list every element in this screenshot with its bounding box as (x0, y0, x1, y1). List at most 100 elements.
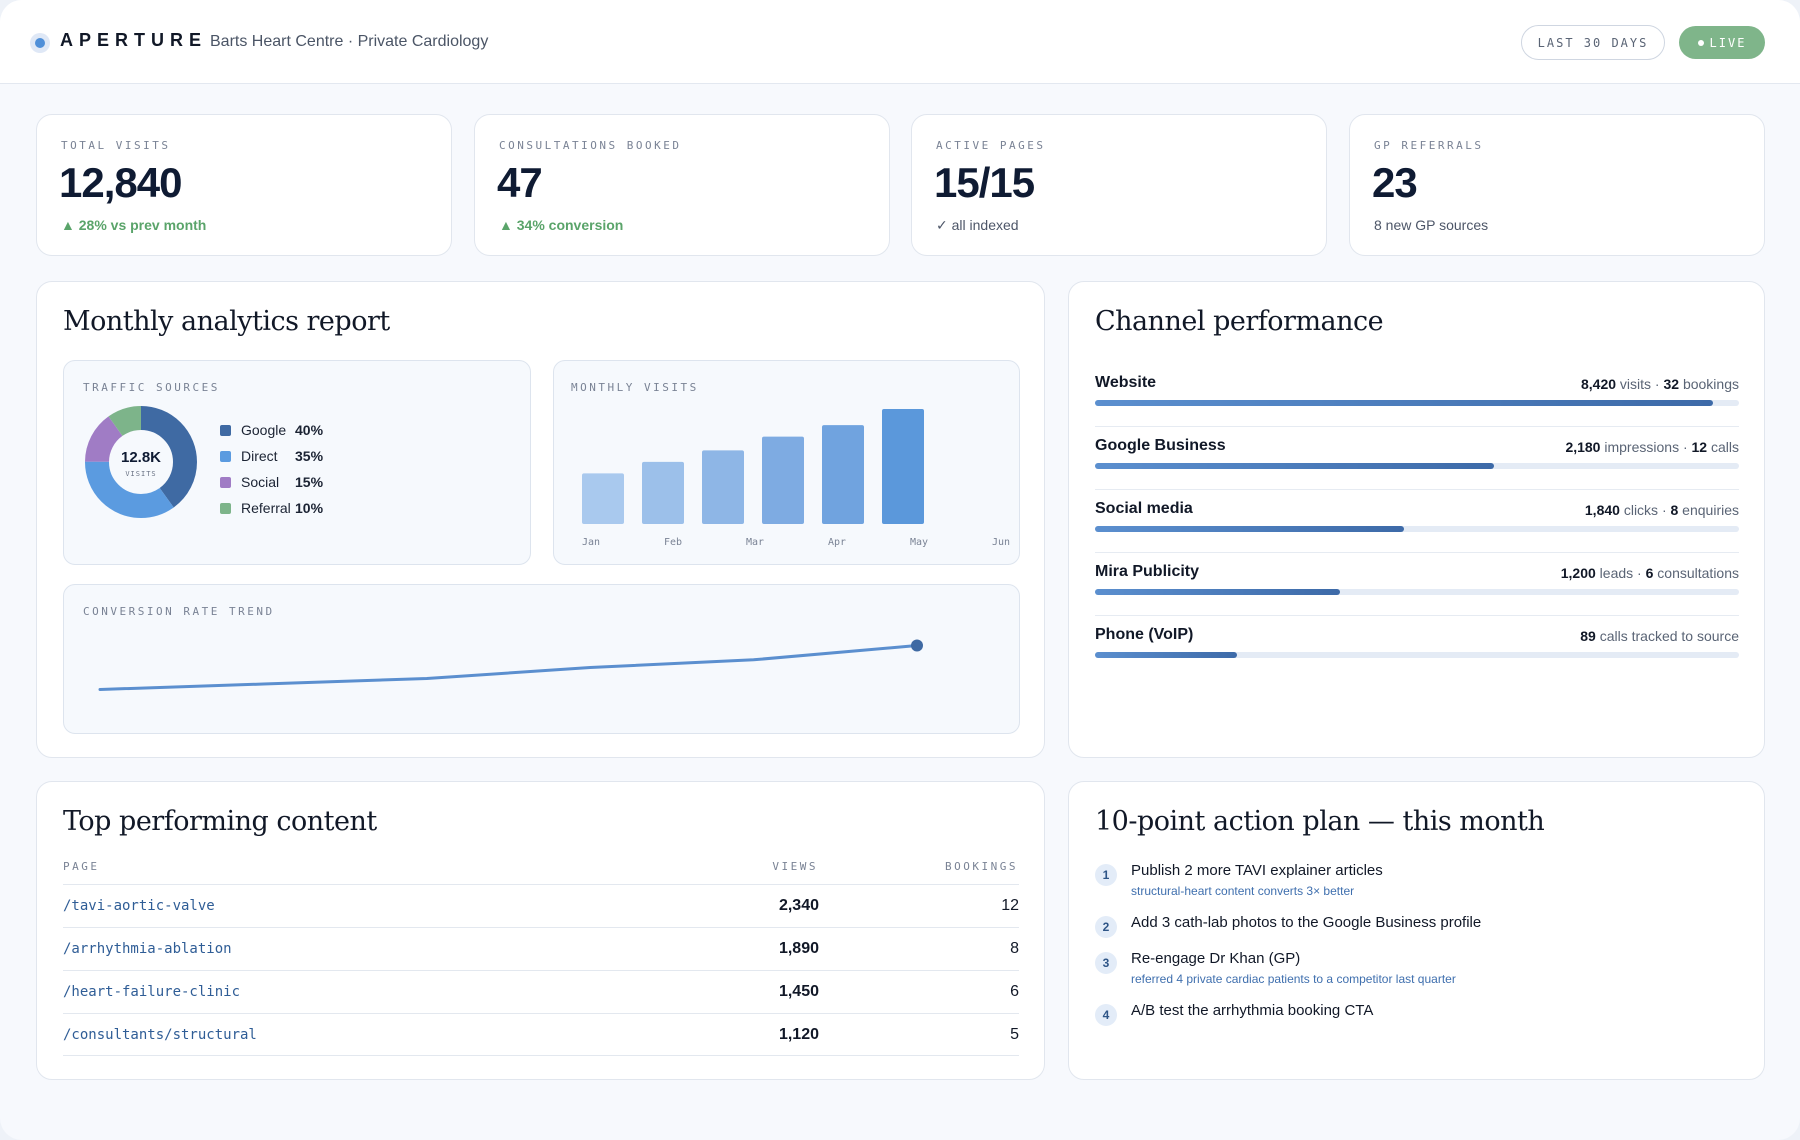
legend-value: 10% (295, 500, 324, 516)
donut-slice-direct (85, 406, 197, 518)
channel-bar-fill (1095, 652, 1237, 658)
legend-item: Referral 10% (220, 495, 323, 521)
plan-note: structural-heart content converts 3× bet… (1131, 884, 1355, 898)
donut-center-label: VISITS (125, 470, 156, 478)
channel-name: Social media (1095, 500, 1193, 517)
bar-may[interactable] (822, 425, 864, 524)
trend-endpoint-marker[interactable] (911, 639, 923, 652)
views-value: 2,340 (778, 897, 819, 914)
bookings-value: 5 (1010, 1026, 1019, 1043)
conversion-line-chart (98, 639, 923, 691)
table-row[interactable]: /tavi-aortic-valve 2,340 12 (63, 884, 1019, 927)
kpi-value: 47 (497, 159, 543, 206)
x-tick-label: Feb (664, 537, 682, 548)
channel-name: Google Business (1095, 437, 1226, 454)
legend-name: Google (241, 422, 287, 438)
live-dot-icon (1697, 39, 1704, 46)
plan-text: Add 3 cath-lab photos to the Google Busi… (1131, 914, 1482, 931)
action-plan-card: 10-point action plan — this month 1 Publ… (1068, 781, 1765, 1080)
table-row[interactable]: /consultants/structural 1,120 5 (63, 1013, 1019, 1056)
channel-row-phone-voip[interactable]: Phone (VoIP) 89 calls tracked to source (1095, 626, 1739, 688)
channel-bar-track (1095, 589, 1739, 595)
legend-name: Direct (241, 448, 278, 464)
plan-number-badge: 2 (1095, 916, 1117, 938)
legend-name: Referral (241, 500, 291, 516)
kpi-label: CONSULTATIONS BOOKED (499, 139, 682, 152)
kpi-label: GP REFERRALS (1374, 139, 1484, 152)
divider (1095, 489, 1739, 490)
page-path-link[interactable]: /tavi-aortic-valve (63, 898, 215, 914)
legend-name: Social (241, 474, 280, 490)
channel-name: Mira Publicity (1095, 563, 1200, 580)
views-value: 1,890 (778, 940, 819, 957)
channel-stats: 89 calls tracked to source (1580, 628, 1739, 644)
column-header-page: PAGE (63, 860, 100, 873)
kpi-label: TOTAL VISITS (61, 139, 171, 152)
live-label: LIVE (1709, 35, 1747, 50)
legend-swatch (220, 424, 231, 436)
bar-jun[interactable] (882, 409, 924, 524)
page-path-link[interactable]: /heart-failure-clinic (63, 984, 241, 1000)
kpi-note: ✓ all indexed (936, 217, 1019, 233)
divider (1095, 615, 1739, 616)
plan-text: Re-engage Dr Khan (GP) (1131, 950, 1301, 967)
traffic-legend: Google 40% Direct 35% Social 15% Referra… (220, 417, 323, 521)
channel-stats: 1,200 leads · 6 consultations (1560, 565, 1739, 581)
views-value: 1,120 (778, 1026, 819, 1043)
legend-item: Google 40% (220, 417, 323, 443)
aperture-logo-icon (30, 33, 50, 53)
channel-bar-fill (1095, 400, 1714, 406)
bar-apr[interactable] (762, 436, 804, 524)
legend-value: 40% (295, 422, 324, 438)
bookings-value: 12 (1001, 897, 1019, 914)
legend-swatch (220, 450, 231, 462)
kpi-value: 23 (1372, 159, 1418, 206)
conversion-trend-panel: CONVERSION RATE TREND (63, 584, 1020, 734)
channel-bar-track (1095, 652, 1739, 658)
kpi-card-gp-referrals: GP REFERRALS 23 8 new GP sources (1349, 114, 1765, 256)
bookings-value: 6 (1010, 983, 1019, 1000)
donut-slice-referral (85, 406, 197, 518)
legend-item: Direct 35% (220, 443, 323, 469)
table-row[interactable]: /arrhythmia-ablation 1,890 8 (63, 927, 1019, 970)
bar-mar[interactable] (702, 450, 744, 524)
page-path-link[interactable]: /consultants/structural (63, 1027, 257, 1043)
plan-number-badge: 4 (1095, 1004, 1117, 1026)
analytics-title: Monthly analytics report (63, 306, 390, 337)
channel-row-google-business[interactable]: Google Business 2,180 impressions · 12 c… (1095, 437, 1739, 499)
plan-text: A/B test the arrhythmia booking CTA (1131, 1002, 1374, 1019)
top-content-title: Top performing content (63, 806, 377, 837)
table-row[interactable]: /heart-failure-clinic 1,450 6 (63, 970, 1019, 1013)
channel-row-mira-publicity[interactable]: Mira Publicity 1,200 leads · 6 consultat… (1095, 563, 1739, 625)
channel-stats: 2,180 impressions · 12 calls (1565, 439, 1739, 455)
monthly-visits-label: MONTHLY VISITS (571, 381, 699, 394)
live-status-button[interactable]: LIVE (1679, 26, 1765, 59)
plan-note: referred 4 private cardiac patients to a… (1131, 972, 1456, 986)
channel-row-website[interactable]: Website 8,420 visits · 32 bookings (1095, 374, 1739, 436)
kpi-delta: ▲ 34% conversion (499, 217, 624, 233)
date-range-button[interactable]: LAST 30 DAYS (1521, 25, 1665, 60)
legend-swatch (220, 476, 231, 488)
kpi-delta: ▲ 28% vs prev month (61, 217, 207, 233)
channel-name: Phone (VoIP) (1095, 626, 1194, 643)
channel-bar-fill (1095, 589, 1340, 595)
column-header-bookings: BOOKINGS (945, 860, 1018, 873)
channel-stats: 1,840 clicks · 8 enquiries (1584, 502, 1739, 518)
kpi-card-total-visits: TOTAL VISITS 12,840 ▲ 28% vs prev month (36, 114, 452, 256)
plan-text: Publish 2 more TAVI explainer articles (1131, 862, 1383, 879)
monthly-visits-bar-chart: Jan Feb Mar Apr May Jun (582, 409, 1010, 548)
page-path-link[interactable]: /arrhythmia-ablation (63, 941, 232, 957)
channel-bar-track (1095, 400, 1739, 406)
channel-row-social-media[interactable]: Social media 1,840 clicks · 8 enquiries (1095, 500, 1739, 562)
channel-stats: 8,420 visits · 32 bookings (1580, 376, 1739, 392)
legend-swatch (220, 502, 231, 514)
donut-center-value: 12.8K (121, 449, 161, 466)
analytics-card: Monthly analytics report TRAFFIC SOURCES… (36, 281, 1045, 758)
x-tick-label: May (910, 537, 928, 548)
traffic-sources-label: TRAFFIC SOURCES (83, 381, 220, 394)
bar-jan[interactable] (582, 473, 624, 524)
action-plan-title: 10-point action plan — this month (1095, 806, 1545, 837)
kpi-card-active-pages: ACTIVE PAGES 15/15 ✓ all indexed (911, 114, 1327, 256)
bar-feb[interactable] (642, 461, 684, 524)
monthly-visits-panel: MONTHLY VISITS Jan Feb Mar Apr May Jun (553, 360, 1020, 565)
